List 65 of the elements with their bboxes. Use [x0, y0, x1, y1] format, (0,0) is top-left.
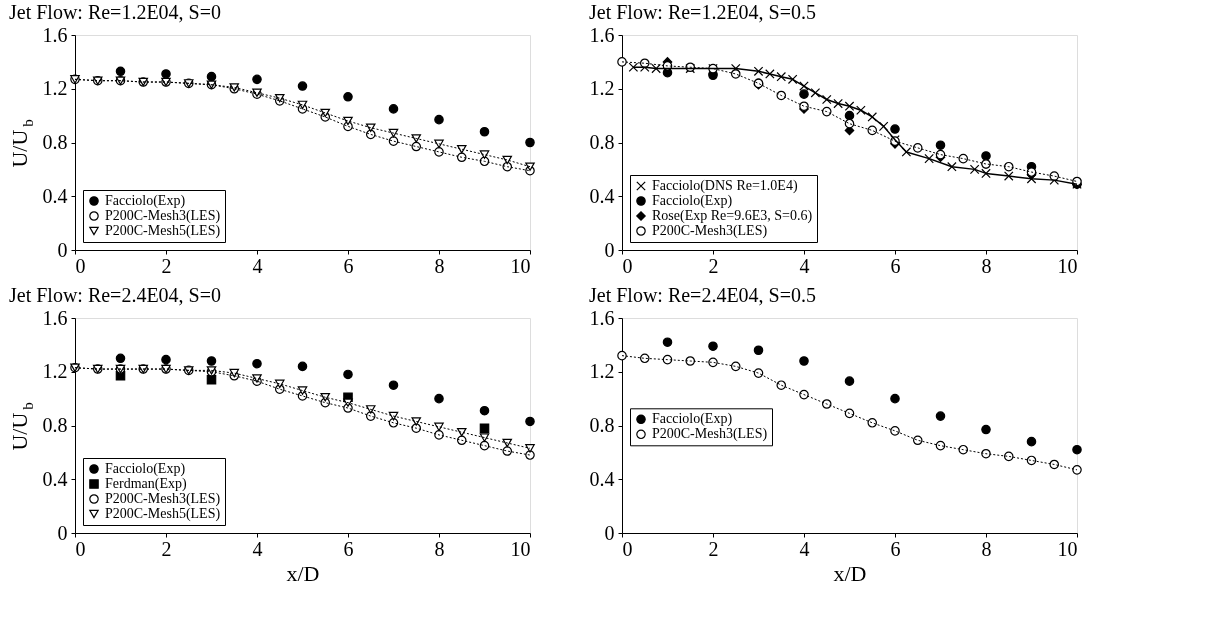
y-tick-label: 0.8	[589, 131, 615, 153]
chart-title: Jet Flow: Re=1.2E04, S=0.5	[589, 1, 817, 23]
x-tick-label: 10	[510, 254, 531, 277]
x-tick-label: 2	[161, 537, 172, 560]
x-tick-label: 10	[1057, 537, 1078, 560]
legend-label: Facciolo(DNS Re=1.0E4)	[652, 178, 798, 194]
x-tick-label: 2	[708, 254, 719, 277]
x-tick-label: 2	[161, 254, 172, 277]
y-tick-label: 0.8	[589, 414, 615, 436]
y-tick-label: 1.2	[42, 77, 68, 100]
legend-label: P200C-Mesh3(LES)	[652, 223, 768, 239]
chart-title: Jet Flow: Re=1.2E04, S=0	[9, 1, 222, 23]
x-tick-label: 4	[252, 254, 263, 277]
y-tick-label: 0.4	[589, 184, 615, 207]
x-tick-label: 4	[252, 537, 263, 560]
x-tick-label: 4	[799, 254, 810, 277]
y-tick-label: 0.4	[42, 184, 68, 207]
legend-label: P200C-Mesh5(LES)	[105, 223, 221, 239]
y-tick-label: 0	[57, 238, 68, 261]
x-tick-label: 8	[981, 537, 992, 560]
y-tick-label: 1.2	[42, 360, 68, 383]
x-tick-label: 6	[343, 254, 354, 277]
chart-title: Jet Flow: Re=2.4E04, S=0	[9, 284, 222, 306]
x-tick-label: 8	[981, 254, 992, 277]
x-tick-label: 10	[510, 537, 531, 560]
legend-label: Facciolo(Exp)	[105, 461, 186, 477]
legend-label: Facciolo(Exp)	[652, 411, 733, 428]
legend-label: P200C-Mesh3(LES)	[105, 491, 221, 507]
x-tick-label: 0	[75, 537, 86, 560]
x-tick-label: 8	[434, 254, 445, 277]
x-tick-label: 2	[708, 537, 719, 560]
y-tick-label: 0	[604, 521, 615, 544]
x-axis-title: x/D	[286, 560, 320, 586]
legend-label: Facciolo(Exp)	[652, 193, 733, 209]
x-tick-label: 0	[75, 254, 86, 277]
y-tick-label: 1.6	[589, 23, 615, 46]
x-tick-label: 0	[622, 254, 633, 277]
y-tick-label: 0.4	[589, 467, 615, 490]
y-tick-label: 1.6	[589, 306, 615, 329]
y-axis-title: U/Ub	[7, 402, 36, 451]
x-tick-label: 6	[890, 254, 901, 277]
x-tick-label: 6	[890, 537, 901, 560]
chart-title: Jet Flow: Re=2.4E04, S=0.5	[589, 284, 817, 306]
y-tick-label: 1.2	[589, 360, 615, 383]
legend-label: Ferdman(Exp)	[105, 476, 187, 492]
y-tick-label: 0.8	[42, 414, 68, 436]
y-tick-label: 1.2	[589, 77, 615, 100]
y-tick-label: 0.4	[42, 467, 68, 490]
x-tick-label: 6	[343, 537, 354, 560]
y-tick-label: 1.6	[42, 23, 68, 46]
legend-label: Rose(Exp Re=9.6E3, S=0.6)	[652, 208, 813, 224]
x-tick-label: 10	[1057, 254, 1078, 277]
legend-label: P200C-Mesh3(LES)	[105, 208, 221, 224]
y-tick-label: 1.6	[42, 306, 68, 329]
x-tick-label: 8	[434, 537, 445, 560]
x-tick-label: 4	[799, 537, 810, 560]
x-tick-label: 0	[622, 537, 633, 560]
y-axis-title: U/Ub	[7, 119, 36, 168]
y-tick-label: 0.8	[42, 131, 68, 153]
legend-label: P200C-Mesh3(LES)	[652, 426, 768, 443]
legend-label: P200C-Mesh5(LES)	[105, 506, 221, 522]
x-axis-title: x/D	[833, 560, 867, 586]
y-tick-label: 0	[57, 521, 68, 544]
y-tick-label: 0	[604, 238, 615, 261]
legend-label: Facciolo(Exp)	[105, 193, 186, 209]
